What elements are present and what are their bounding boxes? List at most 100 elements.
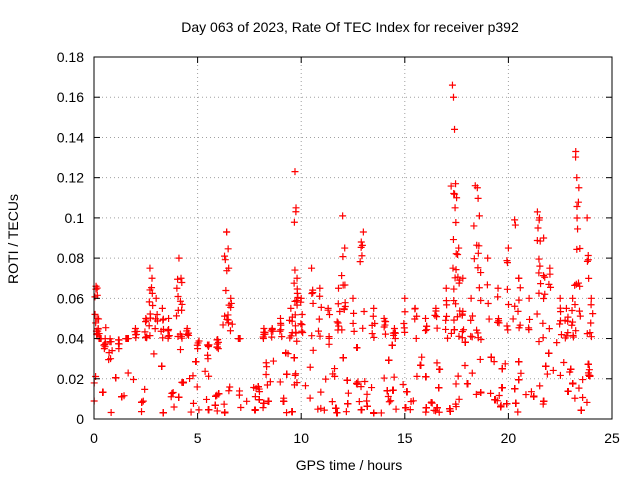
data-point <box>282 349 290 357</box>
data-point <box>324 306 332 314</box>
data-point <box>283 409 291 417</box>
data-point <box>344 389 352 397</box>
data-point <box>495 392 503 400</box>
data-point <box>291 322 299 330</box>
data-point <box>237 404 245 412</box>
data-point <box>423 322 431 330</box>
data-point <box>535 269 543 277</box>
data-point <box>195 406 203 414</box>
data-point-peak <box>175 254 183 262</box>
data-point <box>317 404 325 412</box>
data-point-peak <box>339 212 347 220</box>
data-point-peak <box>473 184 481 192</box>
x-tick-label: 10 <box>293 430 309 446</box>
data-points <box>90 81 597 417</box>
data-point <box>547 283 555 291</box>
data-point <box>509 315 517 323</box>
data-point <box>427 399 435 407</box>
data-point <box>173 312 181 320</box>
data-point <box>251 393 259 401</box>
data-point <box>585 274 593 282</box>
data-point <box>254 383 262 391</box>
data-point <box>148 289 156 297</box>
data-point <box>452 219 460 227</box>
data-point <box>455 332 463 340</box>
data-point <box>546 270 554 278</box>
data-point <box>380 374 388 382</box>
data-point <box>291 297 299 305</box>
data-point <box>557 308 565 316</box>
data-point <box>498 384 506 392</box>
data-point <box>293 337 301 345</box>
data-point-peak <box>442 284 450 292</box>
data-point <box>542 362 550 370</box>
data-point <box>227 303 235 311</box>
data-point <box>540 397 548 405</box>
data-point <box>447 329 455 337</box>
data-point <box>458 311 466 319</box>
data-point <box>215 390 223 398</box>
data-point <box>406 406 414 414</box>
data-point <box>301 382 309 390</box>
data-point <box>368 384 376 392</box>
data-point <box>411 305 419 313</box>
data-point <box>133 327 141 335</box>
data-point <box>540 294 548 302</box>
data-point <box>514 408 522 416</box>
data-point <box>139 397 147 405</box>
data-point <box>539 334 547 342</box>
data-point <box>224 319 232 327</box>
data-point-peak <box>573 174 581 182</box>
data-point <box>325 334 333 342</box>
data-point <box>176 297 184 305</box>
data-point <box>541 273 549 281</box>
data-point <box>446 405 454 413</box>
data-point <box>545 280 553 288</box>
data-point <box>539 319 547 327</box>
data-point <box>353 344 361 352</box>
data-point <box>564 387 572 395</box>
data-point <box>470 222 478 230</box>
data-point <box>255 388 263 396</box>
data-point <box>291 311 299 319</box>
data-point <box>515 358 523 366</box>
data-point <box>388 341 396 349</box>
data-point <box>468 369 476 377</box>
data-point <box>357 383 365 391</box>
data-point <box>92 319 100 327</box>
data-point <box>536 262 544 270</box>
data-point <box>452 300 460 308</box>
data-point <box>205 406 213 414</box>
data-point <box>288 408 296 416</box>
data-point <box>450 190 458 198</box>
data-point <box>474 329 482 337</box>
data-point <box>560 359 568 367</box>
data-point <box>436 365 444 373</box>
data-point <box>193 383 201 391</box>
data-point <box>461 361 469 369</box>
data-point-peak <box>533 208 541 216</box>
y-tick-label: 0.18 <box>57 49 84 65</box>
data-point <box>176 346 184 354</box>
data-point <box>450 297 458 305</box>
data-point <box>175 393 183 401</box>
data-point <box>213 407 221 415</box>
data-point <box>358 252 366 260</box>
data-point <box>297 320 305 328</box>
data-point <box>236 387 244 395</box>
data-point <box>322 375 330 383</box>
data-point <box>339 354 347 362</box>
data-point <box>183 330 191 338</box>
data-point <box>442 325 450 333</box>
data-point <box>477 388 485 396</box>
data-point <box>349 319 357 327</box>
data-point <box>293 379 301 387</box>
data-point-peak <box>448 81 456 89</box>
data-point <box>298 311 306 319</box>
data-point-peak <box>562 304 570 312</box>
data-point <box>147 314 155 322</box>
data-point-peak <box>583 214 591 222</box>
data-point <box>138 408 146 416</box>
data-point <box>577 406 585 414</box>
data-point <box>487 389 495 397</box>
